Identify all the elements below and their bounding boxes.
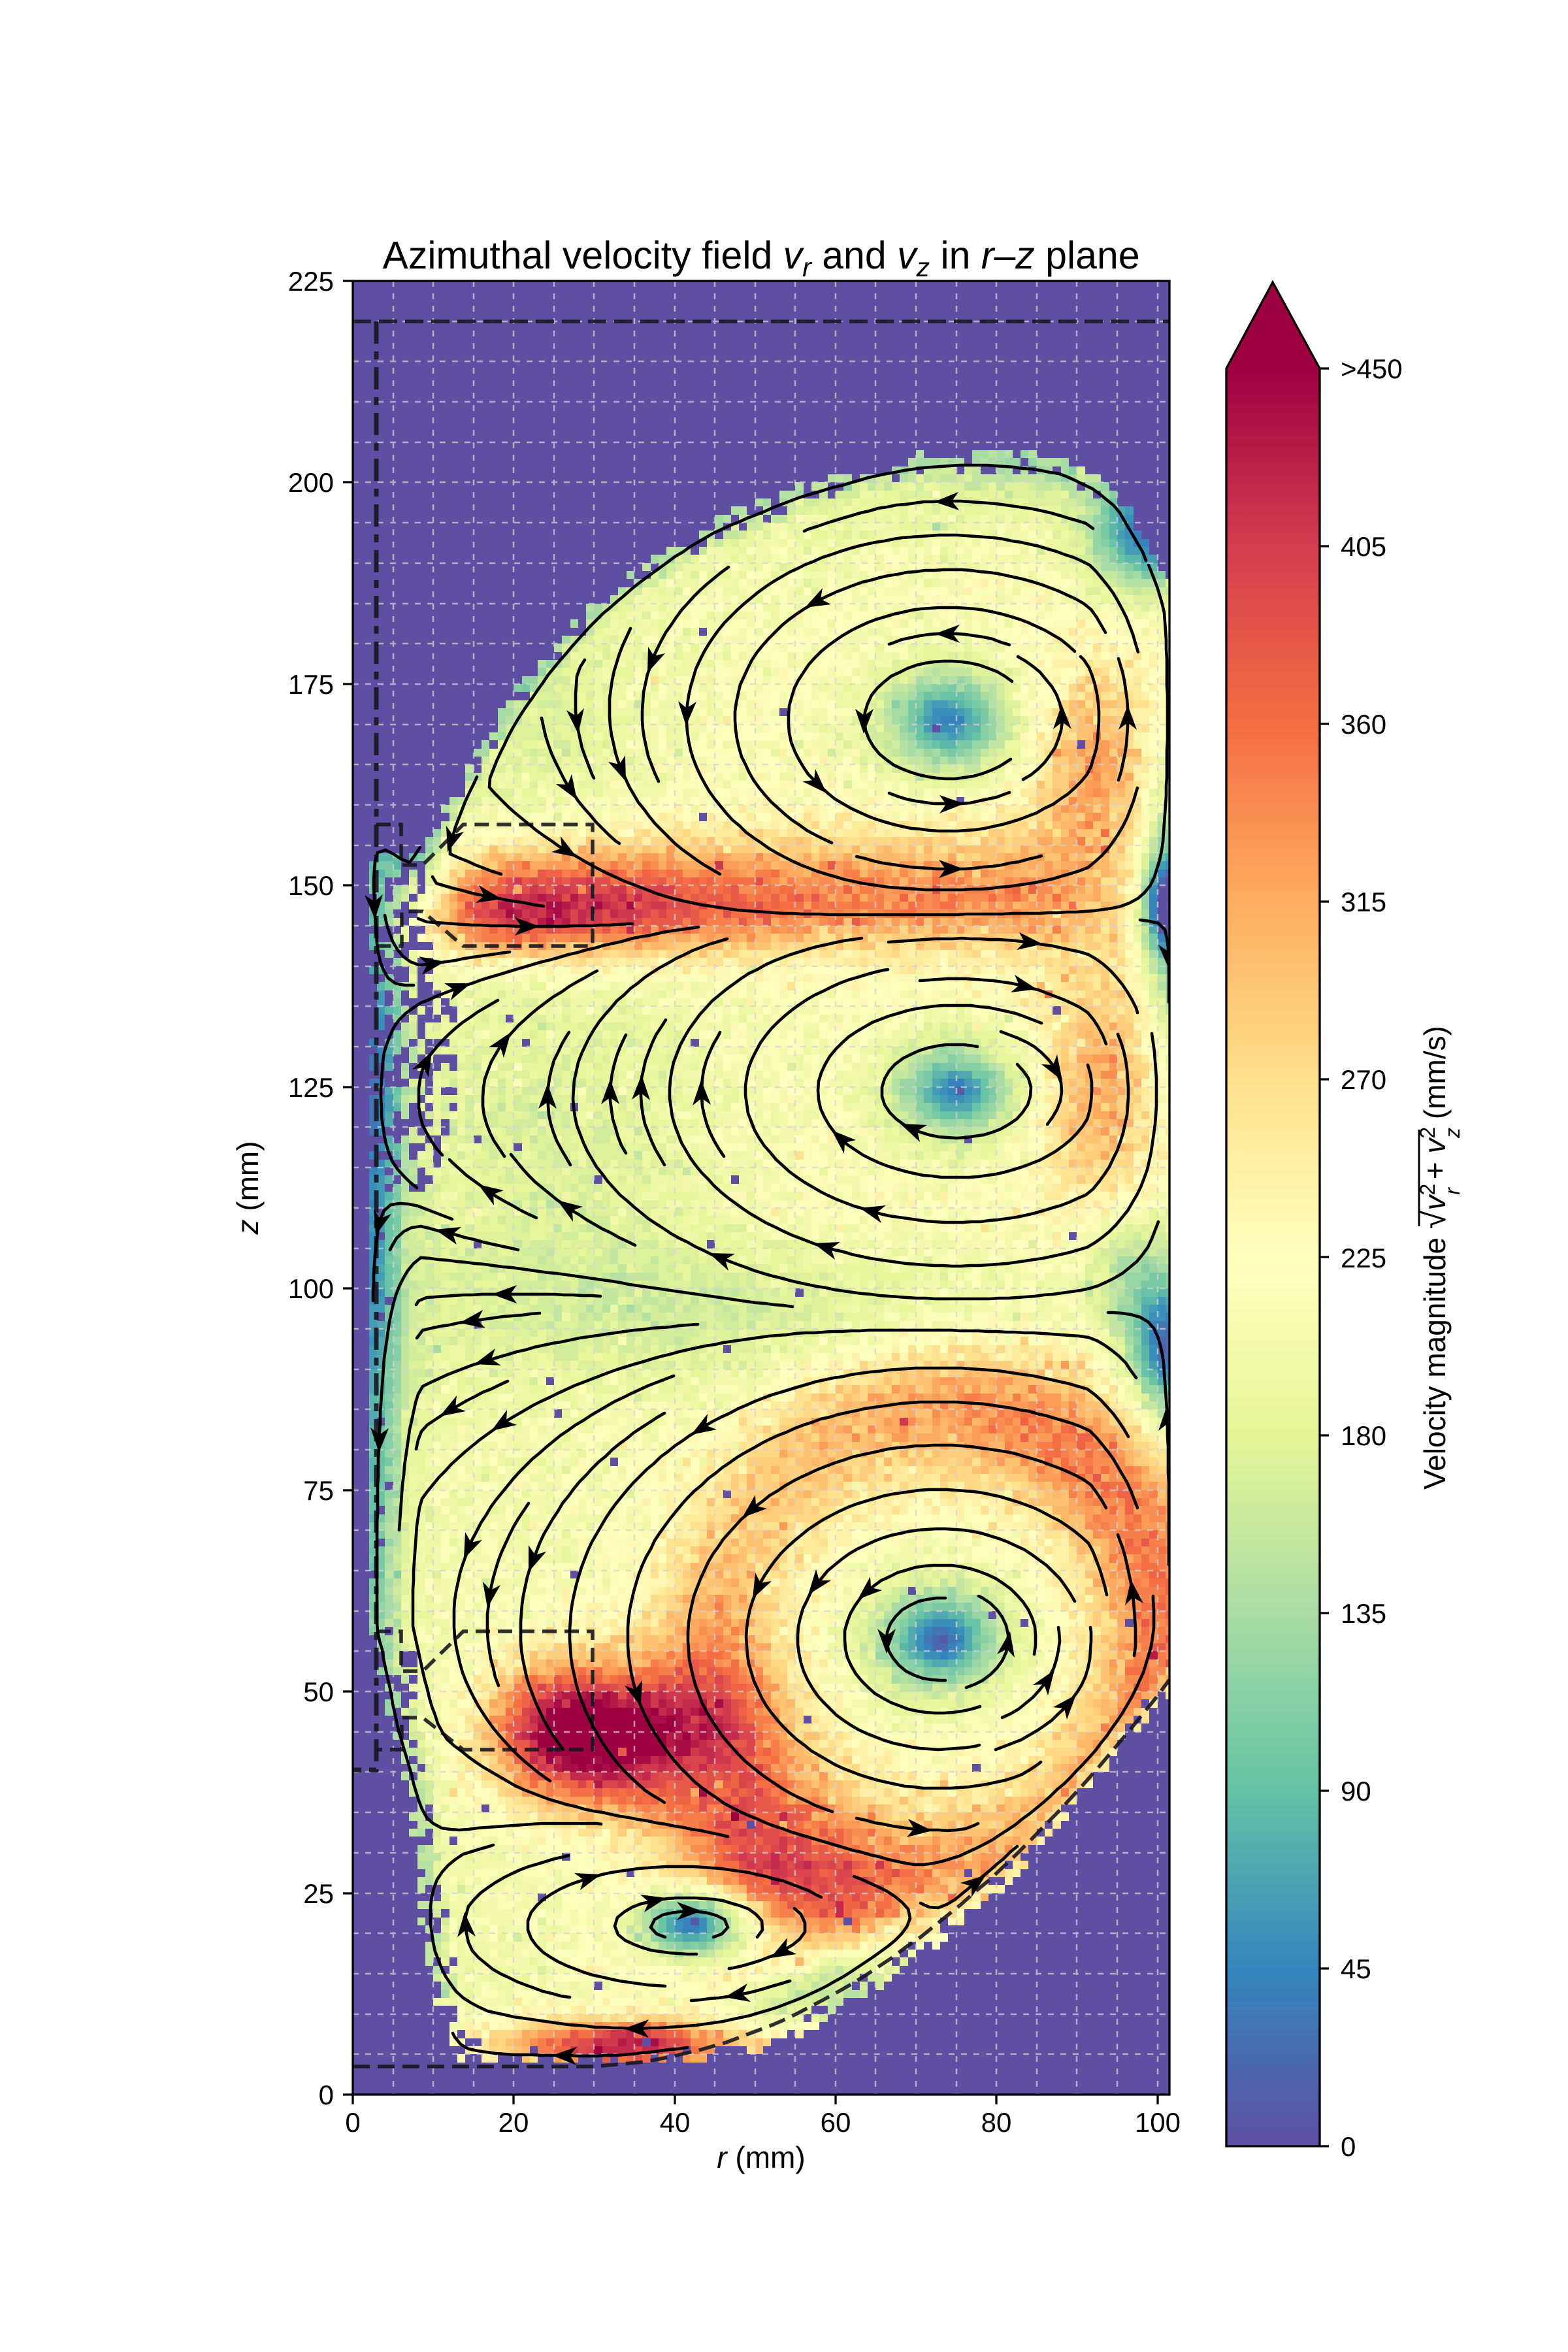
svg-text:225: 225 (1341, 1243, 1386, 1273)
svg-text:z (mm): z (mm) (231, 1141, 265, 1235)
svg-text:225: 225 (288, 266, 334, 297)
svg-text:100: 100 (288, 1273, 334, 1304)
svg-text:270: 270 (1341, 1064, 1386, 1095)
svg-text:0: 0 (319, 2080, 334, 2110)
svg-text:405: 405 (1341, 531, 1386, 562)
svg-text:40: 40 (660, 2107, 691, 2138)
svg-text:60: 60 (821, 2107, 851, 2138)
svg-text:75: 75 (303, 1475, 334, 1506)
svg-text:>450: >450 (1341, 353, 1403, 384)
svg-text:50: 50 (303, 1676, 334, 1707)
svg-text:0: 0 (1341, 2131, 1356, 2162)
svg-text:315: 315 (1341, 887, 1386, 917)
svg-text:150: 150 (288, 870, 334, 901)
svg-text:180: 180 (1341, 1420, 1386, 1451)
svg-text:45: 45 (1341, 1953, 1371, 1984)
svg-text:100: 100 (1135, 2107, 1181, 2138)
svg-text:175: 175 (288, 669, 334, 700)
svg-text:20: 20 (498, 2107, 529, 2138)
svg-text:Azimuthal velocity field vr an: Azimuthal velocity field vr and vz in r–… (382, 234, 1139, 282)
svg-text:135: 135 (1341, 1598, 1386, 1629)
svg-text:25: 25 (303, 1878, 334, 1909)
svg-text:80: 80 (981, 2107, 1012, 2138)
svg-text:90: 90 (1341, 1776, 1371, 1806)
svg-text:r (mm): r (mm) (717, 2140, 805, 2174)
svg-text:0: 0 (345, 2107, 360, 2138)
svg-text:200: 200 (288, 467, 334, 498)
svg-text:360: 360 (1341, 709, 1386, 740)
svg-text:125: 125 (288, 1072, 334, 1103)
